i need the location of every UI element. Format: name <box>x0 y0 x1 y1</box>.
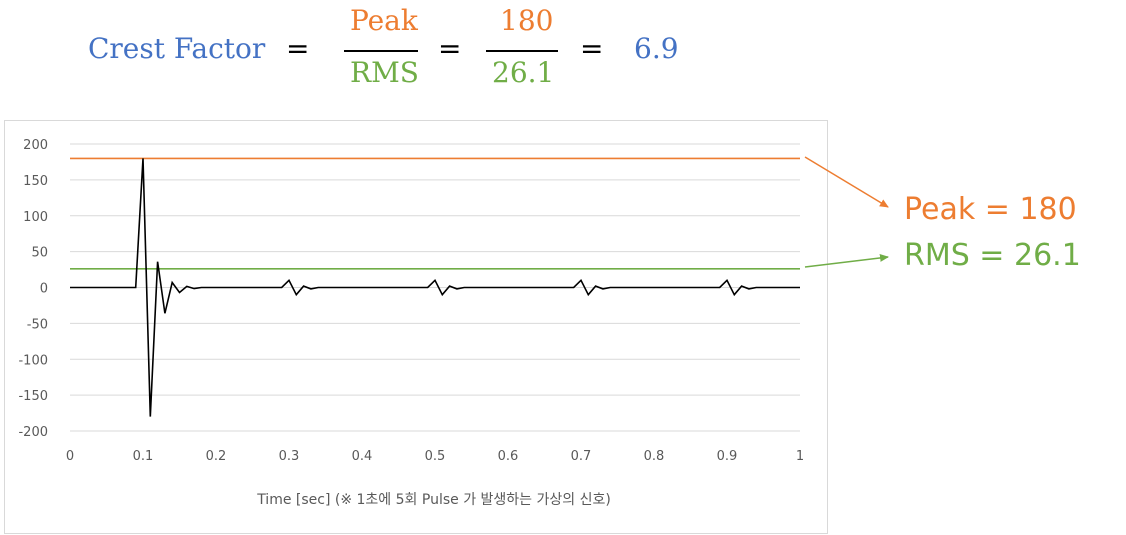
x-tick-label: 0.5 <box>425 449 446 464</box>
x-tick-label: 0.4 <box>352 449 373 464</box>
peak-connector-arrow <box>804 156 889 208</box>
y-tick-label: 100 <box>23 210 48 225</box>
x-tick-label: 0.7 <box>571 449 592 464</box>
x-tick-label: 0.6 <box>498 449 519 464</box>
y-tick-label: -200 <box>18 425 48 440</box>
rms-annotation: RMS = 26.1 <box>904 238 1081 273</box>
peak-annotation: Peak = 180 <box>904 192 1077 227</box>
y-tick-label: 50 <box>31 246 48 261</box>
x-tick-label: 0.1 <box>133 449 154 464</box>
x-tick-label: 1 <box>796 449 804 464</box>
formula-equals-1: = <box>286 32 310 65</box>
formula-equals-2: = <box>438 32 462 65</box>
chart-series <box>70 157 800 417</box>
x-tick-label: 0.8 <box>644 449 665 464</box>
formula-numerator-peak: Peak <box>350 4 418 37</box>
x-tick-label: 0 <box>66 449 74 464</box>
y-tick-label: -100 <box>18 353 48 368</box>
fraction-bar-2 <box>486 50 558 52</box>
y-tick-label: 200 <box>23 138 48 153</box>
x-axis-label: Time [sec] (※ 1초에 5회 Pulse 가 발생하는 가상의 신호… <box>256 492 611 508</box>
y-tick-label: -50 <box>27 317 48 332</box>
formula-denominator-26-1: 26.1 <box>492 56 555 89</box>
formula-result: 6.9 <box>634 32 679 65</box>
x-tick-label: 0.3 <box>279 449 300 464</box>
x-axis-ticks: 0 0.1 0.2 0.3 0.4 0.5 0.6 0.7 0.8 0.9 1 <box>66 449 804 464</box>
y-axis-ticks: 200 150 100 50 0 -50 -100 -150 -200 <box>18 138 48 440</box>
y-tick-label: 0 <box>40 282 48 297</box>
y-tick-label: 150 <box>23 174 48 189</box>
formula-equals-3: = <box>580 32 604 65</box>
formula-numerator-180: 180 <box>500 4 554 37</box>
signal-line <box>70 158 800 417</box>
fraction-bar-1 <box>344 50 418 52</box>
formula-denominator-rms: RMS <box>350 56 419 89</box>
x-tick-label: 0.2 <box>206 449 227 464</box>
y-tick-label: -150 <box>18 389 48 404</box>
rms-connector-arrow <box>804 253 889 268</box>
formula-lhs: Crest Factor <box>88 32 266 65</box>
x-tick-label: 0.9 <box>717 449 738 464</box>
